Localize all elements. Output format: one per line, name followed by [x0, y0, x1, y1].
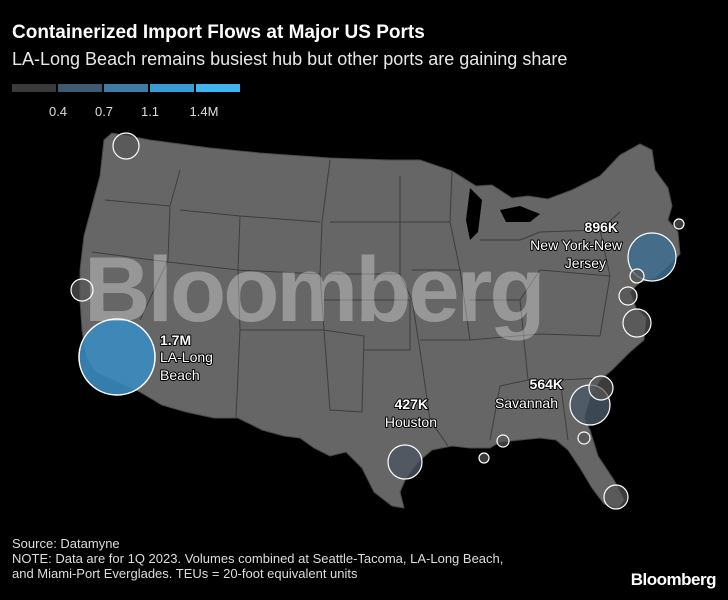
label-savannah-value: 564K [530, 376, 563, 392]
port-bubble-new-orleans [478, 452, 490, 464]
label-la-name-1: LA-Long [160, 349, 213, 365]
label-nynj-name-1: New York-New [530, 237, 623, 253]
port-bubble-new-york-new-jersey [627, 232, 677, 282]
label-houston-name: Houston [385, 414, 437, 430]
chart-subtitle: LA-Long Beach remains busiest hub but ot… [12, 49, 568, 69]
legend-bin-3 [104, 84, 148, 92]
label-la-name-2: Beach [160, 367, 200, 383]
port-bubble-miami-port-everglades [603, 484, 629, 510]
port-bubble-philadelphia [629, 268, 645, 284]
footer-notes: Source: Datamyne NOTE: Data are for 1Q 2… [12, 536, 503, 581]
port-bubble-norfolk [622, 308, 652, 338]
label-houston-value: 427K [395, 396, 428, 412]
footer-source: Source: Datamyne [12, 536, 120, 551]
port-bubble-mobile [496, 434, 510, 448]
port-bubble-jacksonville [577, 431, 591, 445]
port-bubble-charleston [588, 375, 614, 401]
legend-bin-4 [150, 84, 194, 92]
port-bubble-la-long-beach [78, 318, 156, 396]
legend-bin-2 [58, 84, 102, 92]
legend-tick-1: 0.4 [48, 104, 68, 119]
bloomberg-logo: Bloomberg [630, 570, 717, 589]
port-bubble-houston [387, 444, 423, 480]
bloomberg-watermark: Bloomberg [84, 239, 546, 341]
state-borders [91, 159, 621, 447]
color-legend: 0.4 0.7 1.1 1.4M [12, 84, 242, 124]
label-savannah-name: Savannah [495, 395, 558, 411]
port-bubble-oakland [70, 278, 94, 302]
legend-bin-5 [196, 84, 240, 92]
legend-tick-2: 0.7 [94, 104, 114, 119]
label-nynj-name-2: Jersey [565, 255, 606, 271]
label-nynj-value: 896K [585, 219, 618, 235]
port-bubble-seattle-tacoma [112, 132, 140, 160]
port-bubble-baltimore [618, 286, 638, 306]
footer-note-line-2: and Miami-Port Everglades. TEUs = 20-foo… [12, 566, 358, 581]
legend-tick-4: 1.4M [189, 104, 219, 119]
footer-note-line-1: NOTE: Data are for 1Q 2023. Volumes comb… [12, 551, 504, 566]
legend-bin-1 [12, 84, 56, 92]
great-lakes [466, 188, 540, 240]
label-la-value: 1.7M [160, 332, 191, 348]
chart-title: Containerized Import Flows at Major US P… [12, 22, 425, 43]
legend-tick-3: 1.1 [140, 104, 160, 119]
port-bubble-boston [673, 218, 685, 230]
